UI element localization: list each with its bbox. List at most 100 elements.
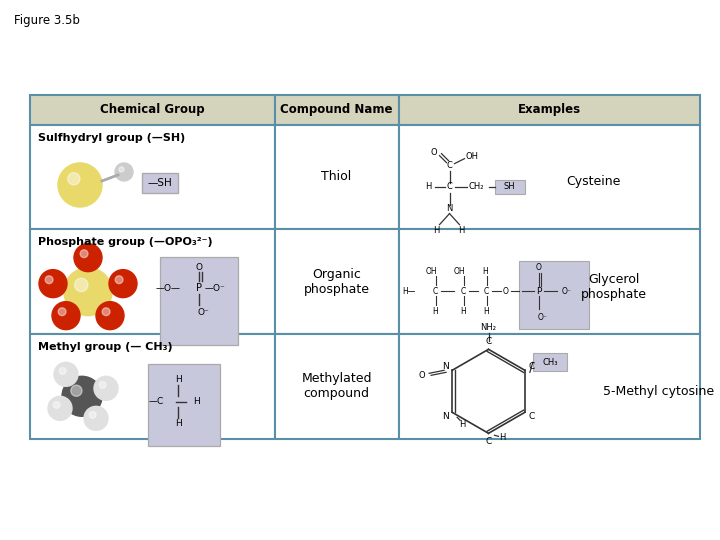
Text: H: H (482, 267, 488, 276)
Bar (30, 95, 274, 125)
Text: C: C (485, 437, 492, 446)
Bar (398, 95, 700, 125)
Text: —C: —C (148, 397, 163, 407)
Circle shape (39, 269, 67, 298)
Circle shape (68, 173, 80, 185)
Circle shape (52, 302, 80, 329)
Text: O: O (536, 263, 541, 272)
Bar (495, 180, 524, 194)
Text: —O⁻: —O⁻ (204, 284, 225, 293)
Text: Cysteine: Cysteine (567, 176, 621, 188)
Text: Methylated
compound: Methylated compound (301, 372, 372, 400)
Text: O: O (503, 287, 508, 296)
Bar (274, 95, 398, 125)
Text: Sulfhydryl group (—SH): Sulfhydryl group (—SH) (38, 133, 185, 143)
Text: O: O (419, 371, 426, 380)
Bar (148, 364, 220, 446)
Circle shape (115, 276, 123, 284)
Text: Figure 3.5b: Figure 3.5b (14, 14, 80, 27)
Text: H: H (175, 375, 181, 384)
Text: Compound Name: Compound Name (280, 103, 393, 116)
Circle shape (94, 376, 118, 400)
Text: H: H (193, 397, 199, 407)
Circle shape (89, 411, 96, 418)
Circle shape (54, 362, 78, 386)
Text: O: O (196, 263, 202, 272)
Text: OH: OH (454, 267, 465, 276)
Bar (533, 353, 567, 372)
Bar (30, 334, 274, 438)
Circle shape (64, 268, 112, 316)
Text: Examples: Examples (518, 103, 581, 116)
Text: N: N (442, 412, 449, 421)
Bar (274, 230, 398, 334)
Text: C: C (485, 337, 492, 346)
Circle shape (84, 406, 108, 430)
Text: Glycerol
phosphate: Glycerol phosphate (580, 273, 647, 301)
Bar (398, 230, 700, 334)
Text: C: C (446, 161, 452, 170)
Text: H—: H— (402, 287, 415, 296)
Text: H: H (433, 226, 440, 235)
Text: CH₂: CH₂ (469, 182, 485, 191)
Circle shape (102, 308, 110, 316)
Text: H: H (175, 420, 181, 428)
Circle shape (115, 163, 133, 181)
Bar (398, 334, 700, 438)
Circle shape (96, 302, 124, 329)
Text: CH₃: CH₃ (542, 358, 557, 367)
Text: Chemical Group: Chemical Group (100, 103, 204, 116)
Text: —SH: —SH (148, 178, 172, 188)
Text: C: C (484, 287, 489, 296)
Text: O: O (430, 148, 437, 157)
Text: H: H (461, 307, 467, 316)
Text: —O—: —O— (156, 284, 181, 293)
Circle shape (99, 382, 106, 388)
Text: O⁻: O⁻ (197, 308, 209, 317)
Circle shape (71, 385, 82, 396)
Text: H: H (459, 420, 465, 429)
Text: O⁻: O⁻ (538, 313, 547, 322)
Circle shape (119, 167, 124, 172)
Circle shape (45, 276, 53, 284)
Text: SH: SH (504, 182, 516, 191)
Bar (518, 261, 588, 329)
Circle shape (59, 368, 66, 374)
Text: O⁻: O⁻ (562, 287, 572, 296)
Text: Methyl group (— CH₃): Methyl group (— CH₃) (38, 342, 173, 352)
Text: H: H (426, 182, 432, 191)
Circle shape (48, 396, 72, 420)
Text: C: C (528, 412, 535, 421)
Text: H: H (433, 307, 438, 316)
Text: H: H (459, 226, 464, 235)
Text: N: N (446, 204, 453, 213)
Circle shape (109, 269, 137, 298)
Circle shape (75, 278, 88, 292)
Text: C: C (528, 362, 535, 371)
Text: Phosphate group (—OPO₃²⁻): Phosphate group (—OPO₃²⁻) (38, 237, 212, 247)
Text: C: C (461, 287, 466, 296)
Text: OH: OH (426, 267, 437, 276)
Bar (274, 334, 398, 438)
Text: P: P (536, 287, 541, 296)
Circle shape (58, 163, 102, 207)
Circle shape (62, 376, 102, 416)
Text: C: C (433, 287, 438, 296)
Bar (160, 257, 238, 345)
Circle shape (53, 402, 60, 408)
Text: Thiol: Thiol (321, 171, 351, 184)
Text: H: H (484, 307, 490, 316)
Bar (30, 230, 274, 334)
Circle shape (80, 250, 88, 258)
Text: 5-Methyl cytosine: 5-Methyl cytosine (603, 385, 714, 398)
Circle shape (74, 244, 102, 272)
Bar (398, 125, 700, 230)
Text: Organic
phosphate: Organic phosphate (304, 268, 369, 295)
Text: N: N (442, 362, 449, 371)
Text: OH: OH (465, 152, 478, 161)
Bar (274, 125, 398, 230)
Circle shape (58, 308, 66, 316)
Text: H: H (499, 433, 505, 442)
Bar (142, 173, 178, 193)
Text: P: P (196, 284, 202, 293)
